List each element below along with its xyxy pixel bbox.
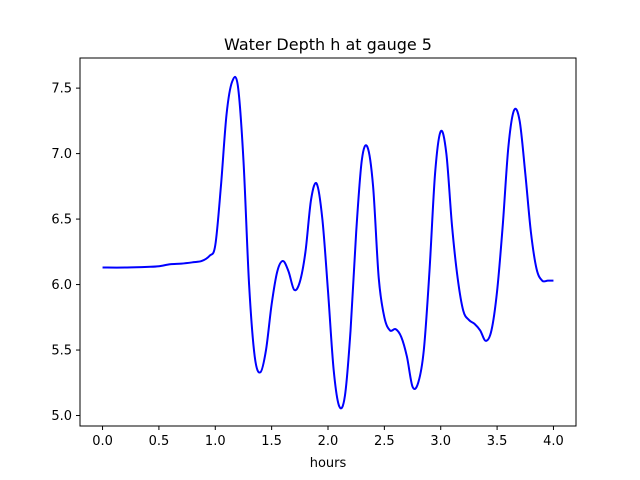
y-axis-ticks: 5.0 5.5 6.0 6.5 7.0 7.5: [51, 82, 80, 424]
x-tick-label: 3.0: [430, 434, 451, 449]
x-tick-label: 2.0: [318, 434, 339, 449]
y-tick-label: 7.5: [51, 82, 72, 97]
x-axis-label: hours: [310, 456, 347, 471]
x-tick-label: 0.0: [92, 434, 113, 449]
y-tick-label: 6.0: [51, 278, 72, 293]
y-tick-label: 7.0: [51, 147, 72, 162]
y-tick-label: 6.5: [51, 213, 72, 228]
x-tick-label: 1.5: [261, 434, 282, 449]
y-tick-label: 5.5: [51, 344, 72, 359]
x-tick-label: 3.5: [487, 434, 508, 449]
series-line-water-depth: [102, 75, 554, 410]
x-axis-ticks: 0.0 0.5 1.0 1.5 2.0 2.5 3.0 3.5 4.0: [92, 426, 564, 449]
x-tick-label: 2.5: [374, 434, 395, 449]
chart-title: Water Depth h at gauge 5: [224, 35, 432, 54]
y-tick-label: 5.0: [51, 409, 72, 424]
x-tick-label: 0.5: [149, 434, 170, 449]
plot-frame: [79, 57, 577, 427]
x-tick-label: 1.0: [205, 434, 226, 449]
x-tick-label: 4.0: [543, 434, 564, 449]
